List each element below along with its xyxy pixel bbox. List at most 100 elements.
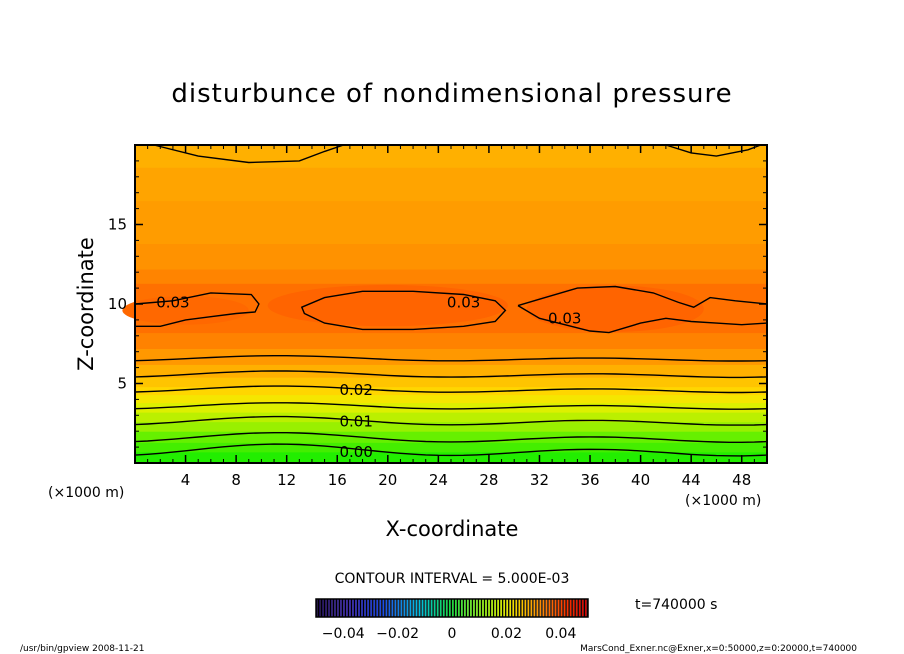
colorbar-tick-label: 0.04: [545, 626, 576, 642]
colorbar-stripe: [409, 599, 412, 617]
colorbar-stripe: [382, 599, 385, 617]
colorbar-stripe: [376, 599, 379, 617]
colorbar-stripe: [412, 599, 415, 617]
colorbar-stripe-gap: [502, 599, 504, 617]
colorbar-stripe: [445, 599, 448, 617]
colorbar-stripe: [497, 599, 499, 617]
field-core: [122, 296, 249, 325]
y-tick-label: 10: [108, 295, 127, 313]
footer-right: MarsCond_Exner.nc@Exner,x=0:50000,z=0:20…: [580, 644, 857, 654]
colorbar-stripe: [545, 599, 548, 617]
field-band: [135, 421, 767, 432]
colorbar-stripe: [455, 599, 457, 617]
colorbar-stripe: [569, 599, 572, 617]
colorbar-stripe: [494, 599, 496, 617]
colorbar-stripe: [415, 599, 418, 617]
colorbar-stripe-gap: [447, 599, 449, 617]
colorbar-stripe: [391, 599, 394, 617]
colorbar-stripe: [373, 599, 376, 617]
field-band: [135, 332, 767, 350]
colorbar-stripe: [331, 599, 333, 617]
colorbar-stripe-gap: [508, 599, 510, 617]
colorbar-stripe: [581, 599, 584, 617]
colorbar-stripe: [512, 599, 515, 617]
field-band: [135, 402, 767, 413]
colorbar-stripe-gap: [453, 599, 456, 617]
colorbar-stripe-gap: [474, 599, 477, 617]
colorbar-stripe-gap: [329, 599, 332, 617]
colorbar-stripe: [563, 599, 566, 617]
colorbar-stripe: [533, 599, 536, 617]
colorbar-stripe-gap: [583, 599, 585, 617]
x-unit-label: (×1000 m): [48, 485, 124, 501]
colorbar-stripe: [506, 599, 509, 617]
colorbar-stripe: [388, 599, 391, 617]
colorbar-stripe: [530, 599, 533, 617]
colorbar-stripe-gap: [387, 599, 389, 617]
x-tick-label: 20: [378, 471, 397, 489]
colorbar-stripe-gap: [462, 599, 465, 617]
y-unit-label: (×1000 m): [685, 493, 761, 509]
colorbar-stripe: [524, 599, 527, 617]
colorbar-stripe: [527, 599, 530, 617]
x-tick-label: 8: [231, 471, 241, 489]
colorbar-stripe: [355, 599, 357, 617]
colorbar-stripe-gap: [323, 599, 326, 617]
colorbar-stripe-gap: [489, 599, 492, 617]
colorbar-stripe: [316, 599, 318, 617]
colorbar-stripe: [479, 599, 481, 617]
colorbar-stripe-gap: [429, 599, 431, 617]
contour-line: [153, 144, 344, 164]
colorbar-stripe: [352, 599, 354, 617]
colorbar-stripe: [515, 599, 518, 617]
colorbar-stripe-gap: [541, 599, 543, 617]
colorbar-stripe-gap: [350, 599, 353, 617]
colorbar-stripe-gap: [492, 599, 495, 617]
colorbar-stripe-gap: [468, 599, 471, 617]
colorbar-stripe-gap: [529, 599, 531, 617]
contour-label: 0.03: [156, 293, 189, 311]
colorbar-stripe: [500, 599, 503, 617]
colorbar-tick-label: −0.04: [322, 626, 365, 642]
colorbar-stripe: [358, 599, 360, 617]
colorbar-tick-label: 0: [448, 626, 457, 642]
colorbar-stripe: [461, 599, 463, 617]
colorbar-stripe-gap: [477, 599, 480, 617]
colorbar-stripe: [572, 599, 575, 617]
x-axis-ticks: 4 8 12 16 20 24 28 32 36 40 44 48: [147, 145, 755, 489]
colorbar-stripe: [488, 599, 490, 617]
colorbar-stripe-gap: [438, 599, 440, 617]
colorbar-stripe: [536, 599, 539, 617]
colorbar-stripe: [560, 599, 563, 617]
x-tick-label: 24: [429, 471, 448, 489]
colorbar-stripe-gap: [356, 599, 359, 617]
colorbar-stripe: [557, 599, 560, 617]
colorbar-stripe: [436, 599, 439, 617]
x-tick-label: 48: [732, 471, 751, 489]
colorbar-stripe-gap: [520, 599, 522, 617]
colorbar-tick-label: 0.02: [491, 626, 522, 642]
colorbar-stripe-gap: [571, 599, 573, 617]
colorbar-stripe-gap: [317, 599, 320, 617]
colorbar-stripe: [349, 599, 351, 617]
colorbar-stripe-gap: [326, 599, 329, 617]
colorbar-stripe-gap: [335, 599, 338, 617]
colorbar-stripe-gap: [408, 599, 410, 617]
x-tick-label: 4: [181, 471, 191, 489]
colorbar-stripe: [467, 599, 469, 617]
colorbar-stripe: [509, 599, 512, 617]
y-axis-ticks: 5 10 15: [108, 160, 767, 448]
colorbar-stripe-gap: [526, 599, 528, 617]
contour-line: [300, 290, 507, 331]
colorbar-stripe: [340, 599, 342, 617]
colorbar-stripe-gap: [562, 599, 564, 617]
contour-line: [134, 432, 768, 443]
colorbar-stripe-gap: [411, 599, 413, 617]
colorbar-stripe: [403, 599, 406, 617]
colorbar-stripe: [334, 599, 336, 617]
chart-title: disturbunce of nondimensional pressure: [171, 79, 732, 109]
colorbar-stripe-gap: [441, 599, 443, 617]
colorbar-stripe-gap: [426, 599, 428, 617]
colorbar-stripe: [539, 599, 542, 617]
colorbar-stripe: [448, 599, 451, 617]
